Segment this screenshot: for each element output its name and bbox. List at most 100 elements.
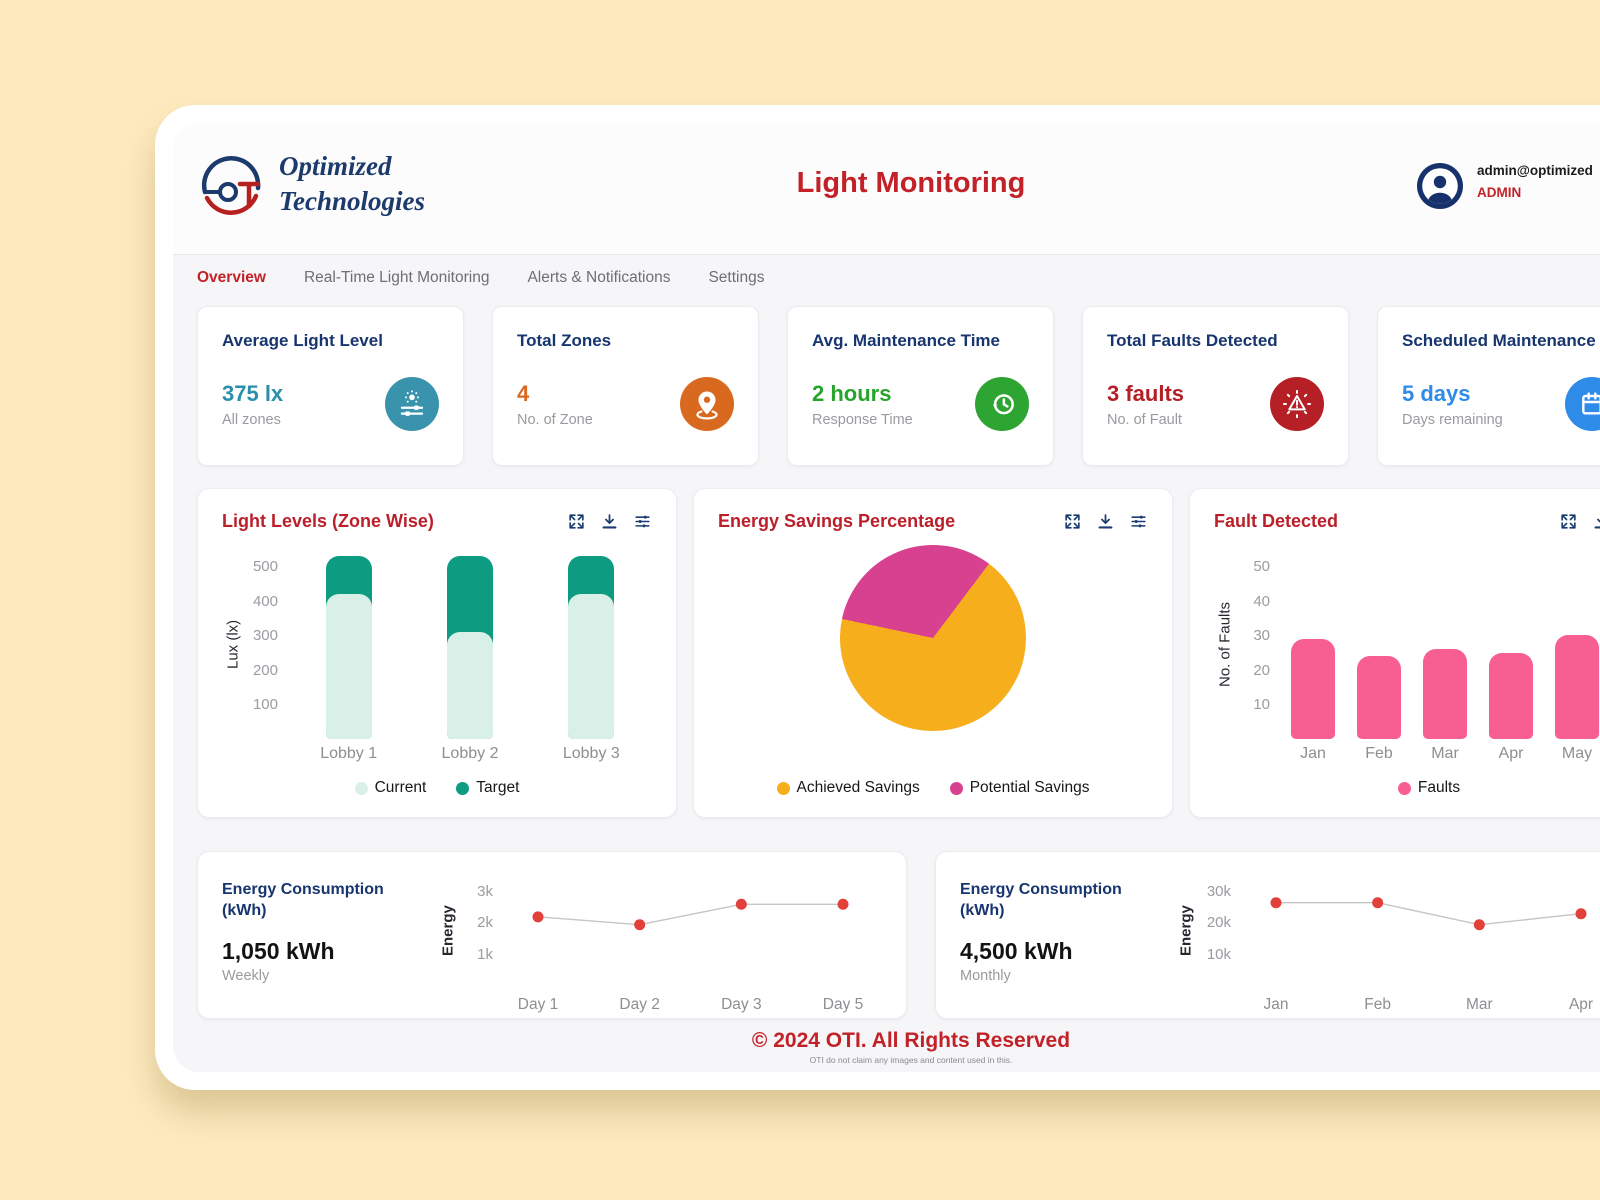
x-tick-label: Feb: [1364, 996, 1391, 1013]
legend-item-faults[interactable]: Faults: [1397, 779, 1460, 797]
tab-settings[interactable]: Settings: [708, 269, 765, 286]
kpi-card-scheduled-maintenance: Scheduled Maintenance 5 days Days remainin…: [1377, 306, 1600, 466]
page-title: Light Monitoring: [796, 167, 1026, 199]
tab-real-time-light-monitoring[interactable]: Real-Time Light Monitoring: [303, 269, 490, 286]
kpi-caption: No. of Fault: [1107, 411, 1182, 428]
copyright-text: © 2024 OTI. All Rights Reserved: [751, 1029, 1071, 1052]
data-point: [1473, 919, 1485, 931]
x-tick-label: Lobby 2: [441, 745, 499, 762]
tab-alerts-notifications[interactable]: Alerts & Notifications: [527, 269, 671, 286]
kpi-title: Avg. Maintenance Time: [812, 331, 1000, 350]
energy-monthly-period: Monthly: [960, 967, 1011, 984]
fault-detected-title: Fault Detected: [1214, 510, 1339, 531]
legend-label: Target: [476, 779, 520, 796]
y-tick: 20k: [1206, 914, 1231, 932]
x-tick-label: Jan: [1300, 745, 1326, 762]
kpi-text: 375 lx All zones: [222, 381, 283, 428]
footer: © 2024 OTI. All Rights Reserved OTI do n…: [197, 1029, 1600, 1065]
legend-item-target[interactable]: Target: [456, 779, 519, 797]
download-icon[interactable]: [1096, 512, 1115, 531]
kpi-title: Total Zones: [517, 331, 612, 350]
x-tick-label: Day 2: [619, 996, 660, 1013]
kpi-caption: Response Time: [812, 411, 913, 428]
sliders-icon[interactable]: [1129, 512, 1148, 531]
kpi-value: 2 hours: [812, 380, 892, 406]
y-tick: 500: [252, 558, 278, 576]
line-chart-svg: Day 1 Day 2 Day 3 Day 5: [518, 898, 864, 1013]
chart-legend: Faults: [1214, 779, 1600, 797]
legend-item-current[interactable]: Current: [354, 779, 426, 797]
plot-area: Jan Feb Mar Apr May: [1280, 549, 1600, 762]
sliders-icon[interactable]: [633, 512, 652, 531]
y-tick: 300: [252, 627, 278, 645]
bar-current: [325, 593, 372, 739]
legend-dot: [1397, 781, 1411, 795]
kpi-row: Average Light Level 375 lx All zones Total…: [197, 306, 1600, 466]
y-tick: 2k: [477, 914, 493, 932]
alert-triangle-icon: [1270, 377, 1324, 431]
dashboard-content: Average Light Level 375 lx All zones Total…: [173, 306, 1600, 1065]
bar-faults: [1555, 635, 1599, 739]
legend-item-achieved-savings[interactable]: Achieved Savings: [776, 779, 920, 797]
download-icon[interactable]: [1592, 512, 1600, 531]
expand-icon[interactable]: [1063, 512, 1082, 531]
energy-weekly-title: Energy Consumption (kWh): [222, 881, 384, 919]
kpi-text: 4 No. of Zone: [517, 381, 593, 428]
energy-monthly-title: Energy Consumption (kWh): [960, 881, 1122, 919]
kpi-text: 2 hours Response Time: [812, 381, 913, 428]
y-axis-ticks: 1k 2k 3k: [459, 866, 503, 1004]
tab-overview[interactable]: Overview: [197, 269, 266, 286]
brand-line1: Optimized: [279, 150, 392, 181]
data-point: [532, 911, 544, 923]
y-tick: 200: [252, 661, 278, 679]
energy-weekly-period: Weekly: [222, 967, 270, 984]
calendar-icon: [1565, 377, 1600, 431]
legend-label: Achieved Savings: [796, 779, 920, 796]
bar-group-apr: Apr: [1489, 549, 1533, 762]
kpi-text: 3 faults No. of Fault: [1107, 381, 1184, 428]
y-tick: 3k: [477, 882, 493, 900]
user-menu[interactable]: admin@optimized ADMIN: [1417, 163, 1593, 209]
bar-group-lobby-2: Lobby 2: [442, 549, 498, 762]
brand-logo: Optimized Technologies: [195, 145, 425, 223]
y-axis-label: Energy: [1177, 905, 1195, 957]
y-axis-label: Lux (lx): [224, 619, 242, 669]
avatar-icon: [1417, 163, 1463, 209]
disclaimer-text: OTI do not claim any images and content …: [809, 1055, 1013, 1065]
kpi-bottom: 5 days Days remaining: [1402, 377, 1600, 431]
y-tick: 20: [1253, 661, 1270, 679]
x-tick-label: Day 3: [721, 996, 762, 1013]
chart-legend: Achieved Savings Potential Savings: [718, 779, 1148, 797]
kpi-card-average-light-level: Average Light Level 375 lx All zones: [197, 306, 464, 466]
energy-row: Energy Consumption (kWh) 1,050 kWh Weekl…: [197, 851, 1600, 1019]
kpi-text: 5 days Days remaining: [1402, 381, 1503, 428]
expand-icon[interactable]: [567, 512, 586, 531]
energy-weekly-value: 1,050 kWh: [222, 937, 335, 964]
kpi-card-total-zones: Total Zones 4 No. of Zone: [492, 306, 759, 466]
kpi-value: 375 lx: [222, 380, 284, 406]
energy-weekly-card: Energy Consumption (kWh) 1,050 kWh Weekl…: [197, 851, 907, 1019]
light-levels-panel: Light Levels (Zone Wise) Lux (lx) 100 200 3…: [197, 488, 677, 818]
chart-legend: Current Target: [222, 779, 652, 797]
x-tick-label: Day 5: [823, 996, 864, 1013]
kpi-card-avg-maintenance-time: Avg. Maintenance Time 2 hours Response Tim…: [787, 306, 1054, 466]
x-tick-label: Mar: [1466, 996, 1493, 1013]
kpi-caption: All zones: [222, 411, 281, 428]
kpi-card-total-faults-detected: Total Faults Detected 3 faults No. of Faul…: [1082, 306, 1349, 466]
kpi-value: 4: [517, 380, 530, 406]
download-icon[interactable]: [600, 512, 619, 531]
oti-logo-icon: [201, 156, 261, 215]
y-tick: 40: [1253, 592, 1270, 610]
y-axis-ticks: 10 20 30 40 50: [1236, 549, 1280, 739]
kpi-value: 5 days: [1402, 380, 1471, 406]
bar-faults: [1489, 652, 1533, 739]
fault-detected-panel: Fault Detected No. of Faults 10 20 30 40 50 Ja…: [1189, 488, 1600, 818]
expand-icon[interactable]: [1559, 512, 1578, 531]
legend-item-potential-savings[interactable]: Potential Savings: [949, 779, 1090, 797]
x-tick-label: Apr: [1569, 996, 1593, 1013]
panel-actions: [1063, 512, 1148, 531]
kpi-bottom: 3 faults No. of Fault: [1107, 377, 1324, 431]
kpi-title: Total Faults Detected: [1107, 331, 1278, 350]
x-tick-label: Jan: [1264, 996, 1289, 1013]
y-tick: 10k: [1206, 945, 1231, 963]
